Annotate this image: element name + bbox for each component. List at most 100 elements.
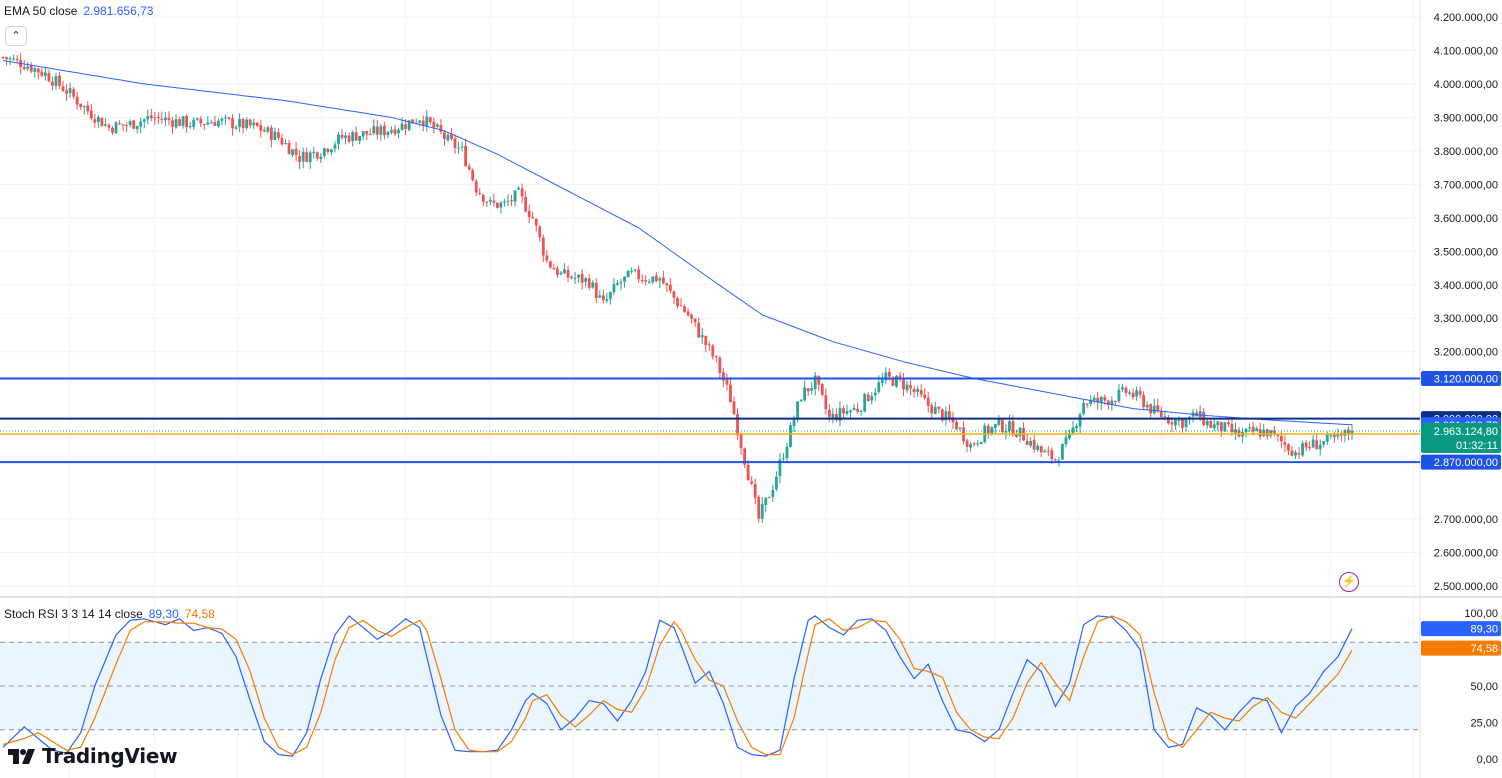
candle	[358, 136, 362, 145]
candle	[178, 116, 181, 127]
candle	[1046, 445, 1050, 456]
candle	[238, 113, 242, 133]
candle	[1202, 408, 1206, 427]
candle	[1131, 388, 1135, 400]
candle-body	[916, 388, 920, 392]
candle	[524, 191, 528, 213]
candle	[174, 114, 178, 129]
candle-body	[955, 421, 958, 430]
candle-body	[287, 143, 291, 155]
candle	[965, 438, 969, 453]
candle	[1294, 450, 1297, 459]
candle	[700, 328, 704, 344]
candle-body	[100, 117, 104, 127]
collapse-legend-button[interactable]: ⌃	[5, 26, 27, 46]
candle	[488, 196, 492, 206]
candle-body	[753, 484, 757, 498]
candle-body	[767, 497, 771, 499]
candle-body	[1227, 422, 1230, 425]
candle-body	[1029, 440, 1033, 446]
price-axis-label: 3.500.000,00	[1434, 246, 1498, 258]
candle	[852, 403, 856, 411]
candle	[308, 150, 312, 170]
candle	[764, 497, 768, 512]
candle-body	[79, 103, 83, 108]
candle-body	[1234, 429, 1237, 433]
candle-body	[859, 410, 863, 412]
candle-body	[425, 116, 429, 127]
candle	[209, 119, 213, 124]
candle-body	[446, 134, 450, 140]
candle-body	[252, 122, 256, 126]
candle-body	[531, 216, 535, 219]
candle	[114, 121, 118, 134]
candle-body	[453, 138, 457, 148]
stoch-rsi-k-tag: 89,30	[1421, 621, 1501, 637]
candle-body	[930, 405, 934, 414]
candle	[1039, 445, 1043, 458]
lightning-icon[interactable]: ⚡	[1339, 572, 1359, 592]
candle	[464, 138, 468, 168]
candle	[234, 124, 238, 130]
candle-body	[128, 121, 132, 126]
candle	[319, 153, 323, 163]
candle	[937, 406, 941, 414]
candle-body	[746, 464, 750, 481]
candle	[838, 401, 842, 427]
candle-body	[1251, 426, 1255, 432]
candle	[898, 371, 902, 383]
stoch-rsi-legend[interactable]: Stoch RSI 3 3 14 14 close 89,30 74,58	[4, 607, 215, 621]
candle	[566, 265, 570, 283]
candle	[513, 189, 517, 207]
ema-legend[interactable]: EMA 50 close 2.981.656,73	[4, 4, 153, 18]
candle-body	[337, 134, 340, 145]
candle-body	[1336, 433, 1340, 437]
candle	[1315, 434, 1319, 450]
candle-body	[1287, 444, 1290, 451]
candle-body	[464, 145, 468, 167]
candle-body	[181, 116, 185, 126]
candle-body	[1085, 403, 1089, 405]
tradingview-logo[interactable]: TradingView	[8, 744, 178, 768]
candle-body	[1071, 427, 1075, 433]
candle-body	[344, 135, 347, 139]
candle	[492, 193, 496, 207]
candle-body	[909, 385, 912, 389]
candle-body	[435, 124, 439, 127]
candle	[354, 126, 358, 142]
candle	[217, 118, 220, 128]
candle-body	[679, 305, 683, 307]
candle	[979, 441, 983, 445]
candle-body	[1290, 450, 1294, 456]
candle	[139, 117, 143, 133]
candle-body	[1181, 419, 1184, 428]
candle-body	[849, 410, 852, 413]
stoch-rsi-d-tag-text: 74,58	[1470, 643, 1498, 655]
candle-body	[1347, 429, 1350, 435]
candle	[266, 125, 270, 134]
candle-body	[577, 274, 581, 278]
candle-body	[1216, 421, 1220, 426]
candle-body	[796, 401, 799, 420]
candle-body	[654, 275, 658, 282]
candle	[248, 118, 252, 129]
candle-body	[880, 379, 884, 383]
candle	[93, 114, 97, 128]
candle	[185, 114, 189, 133]
candle	[1061, 443, 1064, 460]
candle-body	[467, 166, 471, 170]
candle	[1159, 406, 1163, 419]
candle-body	[503, 201, 506, 203]
candle	[8, 56, 12, 65]
candle	[866, 392, 870, 402]
candle	[149, 108, 153, 122]
candle	[397, 128, 400, 139]
candle	[1142, 391, 1146, 410]
candle	[1174, 418, 1177, 430]
candle	[591, 280, 595, 289]
candle	[736, 408, 739, 440]
candle-body	[1089, 399, 1093, 405]
candle-body	[178, 119, 181, 126]
candle-body	[658, 278, 662, 281]
